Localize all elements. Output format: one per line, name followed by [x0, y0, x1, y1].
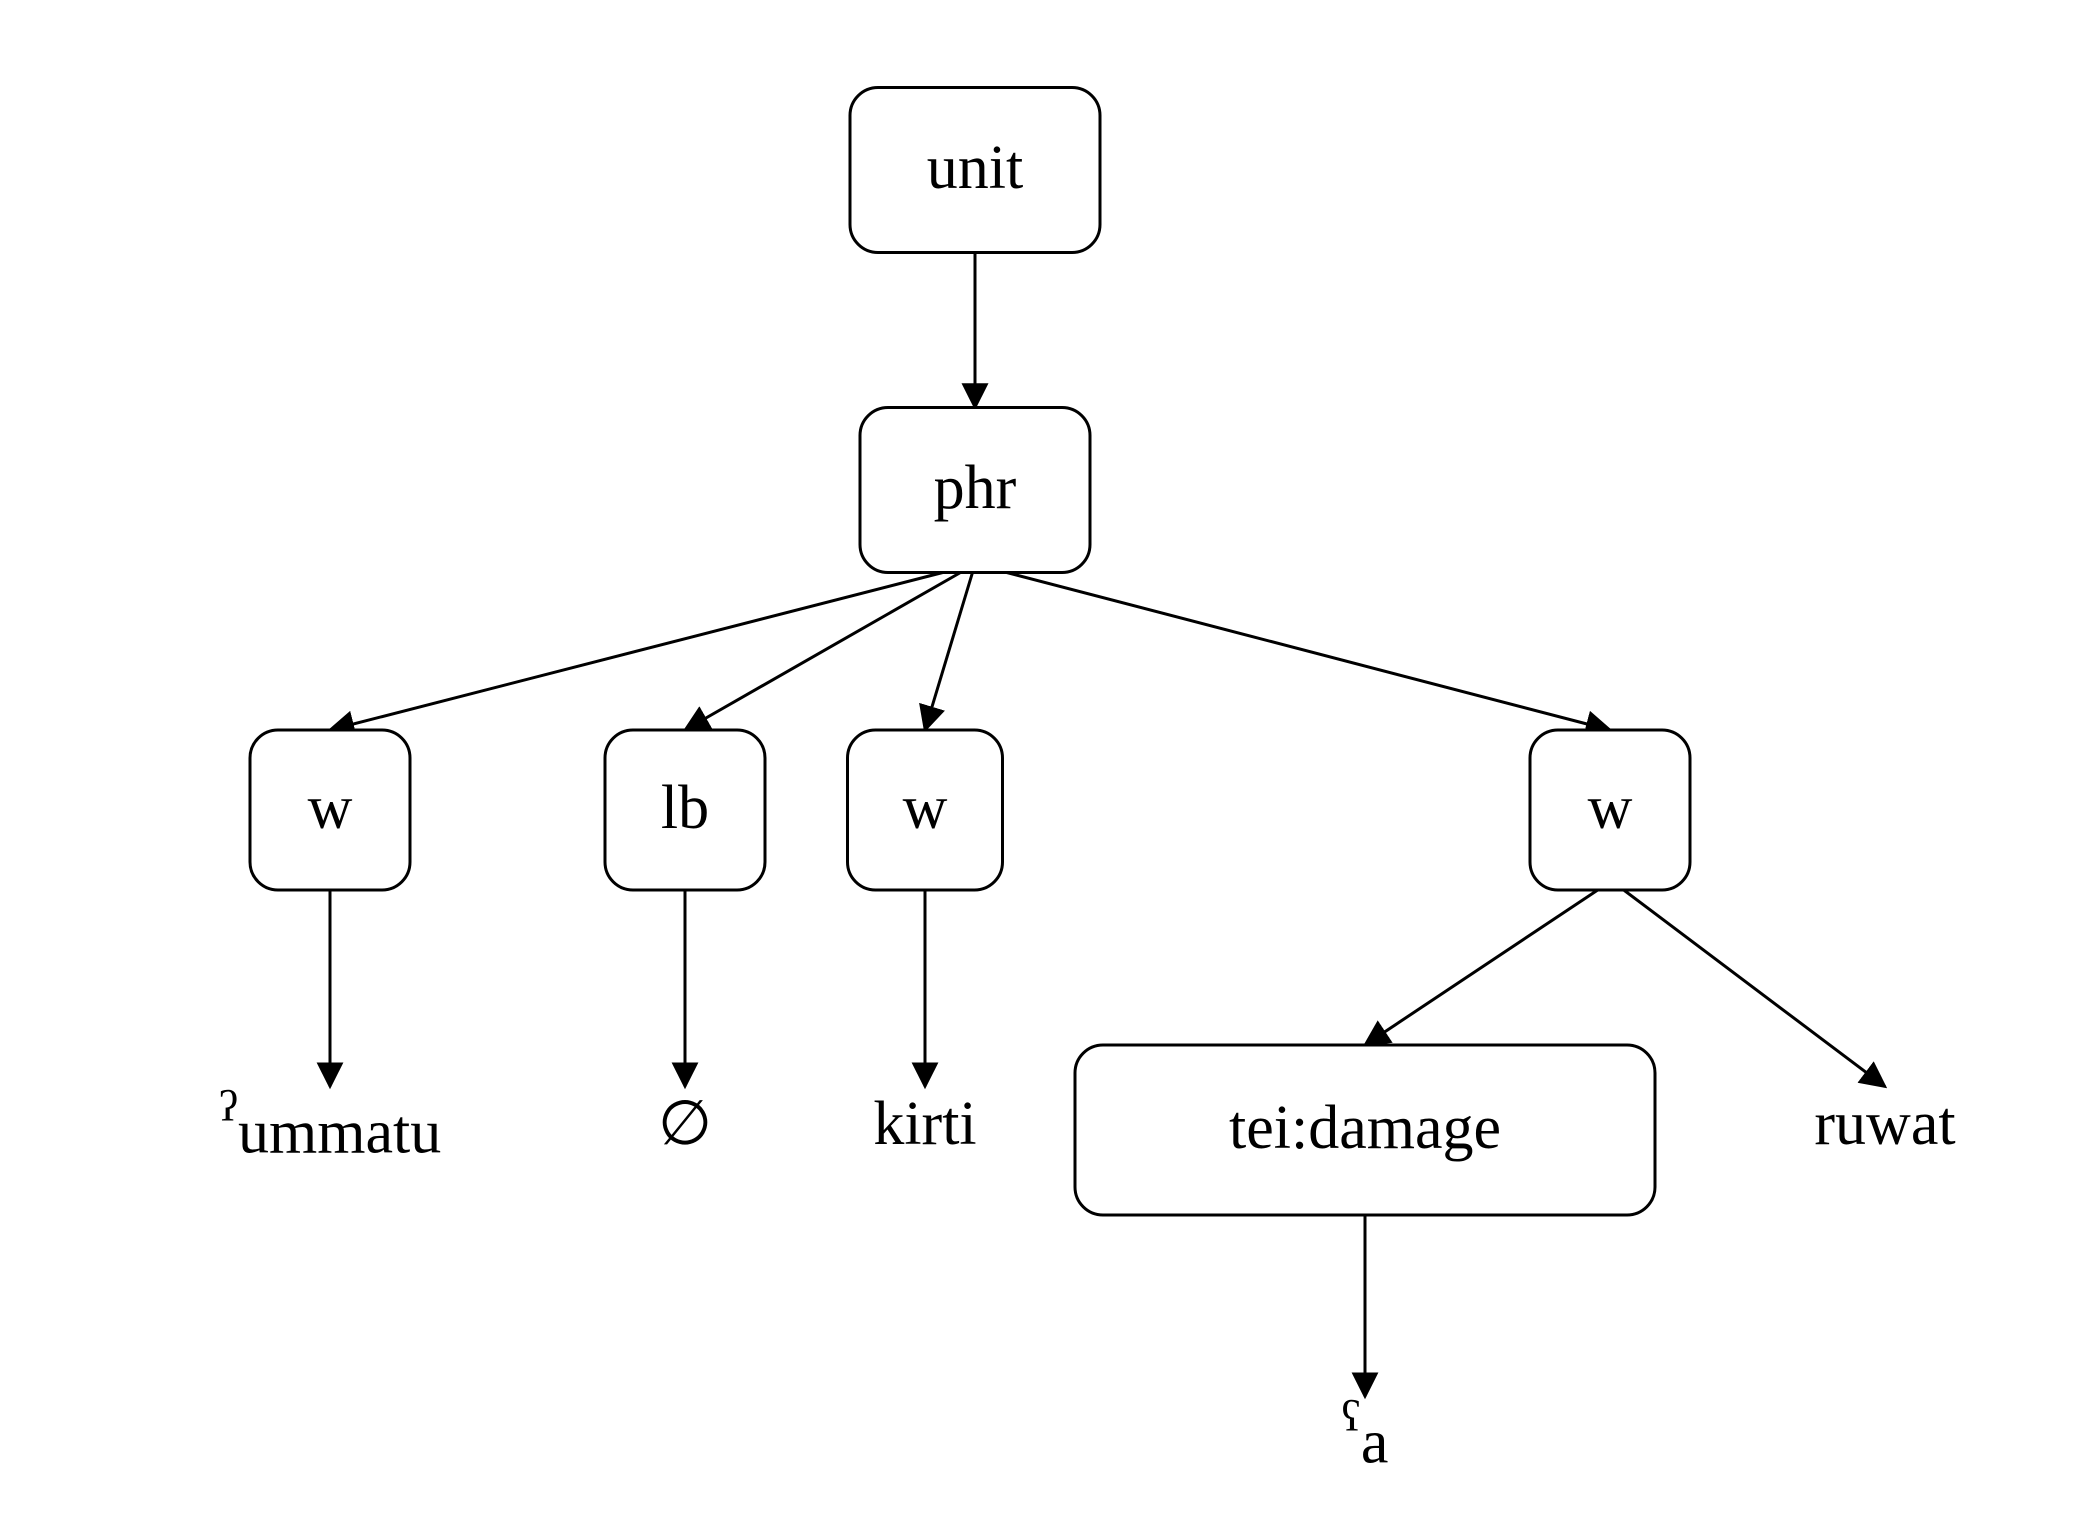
- node-leaf1: ʔummatu: [219, 1082, 441, 1166]
- node-unit: unit: [850, 88, 1100, 253]
- node-phr: phr: [860, 408, 1090, 573]
- node-label-w1: w: [308, 774, 353, 842]
- node-label-leaf1: ʔummatu: [219, 1082, 441, 1166]
- node-label-w2: w: [903, 774, 948, 842]
- node-w1: w: [250, 730, 410, 890]
- node-leaf2: ∅: [658, 1090, 712, 1158]
- node-label-unit: unit: [927, 134, 1023, 202]
- node-label-w3: w: [1588, 774, 1633, 842]
- node-damage: tei:damage: [1075, 1045, 1655, 1215]
- edge-phr-w3: [1007, 573, 1610, 731]
- edge-w3-leaf5: [1624, 890, 1885, 1087]
- node-w2: w: [848, 730, 1003, 890]
- node-leaf3: kirti: [873, 1090, 976, 1158]
- node-lb: lb: [605, 730, 765, 890]
- node-label-leaf6: ʕa: [1342, 1392, 1389, 1476]
- node-label-leaf2: ∅: [658, 1090, 712, 1158]
- edge-w3-damage: [1365, 890, 1598, 1045]
- edge-phr-w2: [925, 573, 973, 731]
- node-label-damage: tei:damage: [1229, 1094, 1501, 1162]
- node-w3: w: [1530, 730, 1690, 890]
- node-leaf6: ʕa: [1342, 1392, 1389, 1476]
- tree-diagram: unit phr w lb w w ʔummatu ∅ kirti tei:damage ruwat…: [0, 0, 2086, 1533]
- node-label-leaf5: ruwat: [1814, 1090, 1955, 1158]
- node-label-leaf3: kirti: [873, 1090, 976, 1158]
- node-leaf5: ruwat: [1814, 1090, 1955, 1158]
- node-label-phr: phr: [934, 454, 1017, 522]
- edge-phr-lb: [685, 573, 961, 731]
- node-label-lb: lb: [661, 774, 709, 842]
- edge-phr-w1: [330, 573, 943, 731]
